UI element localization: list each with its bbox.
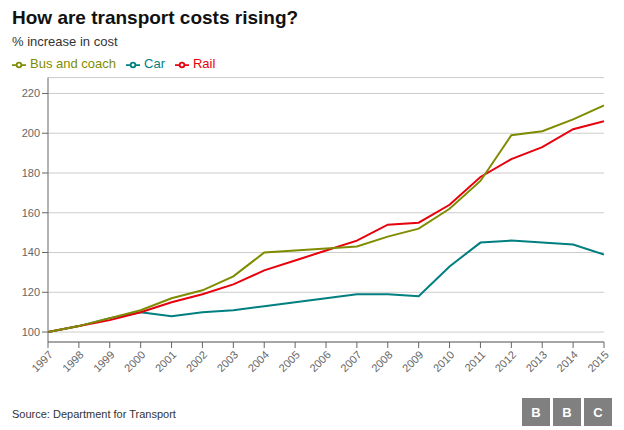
svg-text:2004: 2004 (245, 348, 271, 374)
svg-text:2013: 2013 (523, 348, 549, 374)
svg-text:140: 140 (22, 246, 40, 258)
svg-text:220: 220 (22, 87, 40, 99)
svg-text:2012: 2012 (492, 348, 518, 374)
svg-text:2009: 2009 (400, 348, 426, 374)
svg-text:1999: 1999 (91, 348, 117, 374)
svg-text:2005: 2005 (276, 348, 302, 374)
html-text:Bus and coach: Bus and coach (30, 56, 116, 71)
svg-text:120: 120 (22, 286, 40, 298)
svg-text:1997: 1997 (29, 348, 55, 374)
svg-text:180: 180 (22, 167, 40, 179)
svg-text:1998: 1998 (60, 348, 86, 374)
svg-text:2000: 2000 (122, 348, 148, 374)
svg-text:2015: 2015 (585, 348, 611, 374)
svg-text:2001: 2001 (153, 348, 179, 374)
svg-text:200: 200 (22, 127, 40, 139)
html-text:B: B (531, 404, 541, 420)
svg-text:2014: 2014 (554, 348, 580, 374)
svg-text:2003: 2003 (214, 348, 240, 374)
svg-text:2011: 2011 (462, 348, 487, 373)
svg-text:2010: 2010 (431, 348, 457, 374)
svg-text:100: 100 (22, 326, 40, 338)
svg-text:2006: 2006 (307, 348, 333, 374)
html-text:% increase in cost: % increase in cost (12, 34, 118, 49)
html-text:Car: Car (144, 56, 165, 71)
html-text:B: B (562, 404, 572, 420)
html-text:C: C (593, 404, 603, 420)
html-text:How are transport costs rising: How are transport costs rising? (12, 7, 299, 28)
svg-text:160: 160 (22, 207, 40, 219)
svg-text:2007: 2007 (338, 348, 364, 374)
html-text:Rail: Rail (193, 56, 216, 71)
svg-text:2002: 2002 (184, 348, 210, 374)
svg-text:2008: 2008 (369, 348, 395, 374)
html-text:Source: Department for Transpo: Source: Department for Transport (12, 408, 176, 420)
